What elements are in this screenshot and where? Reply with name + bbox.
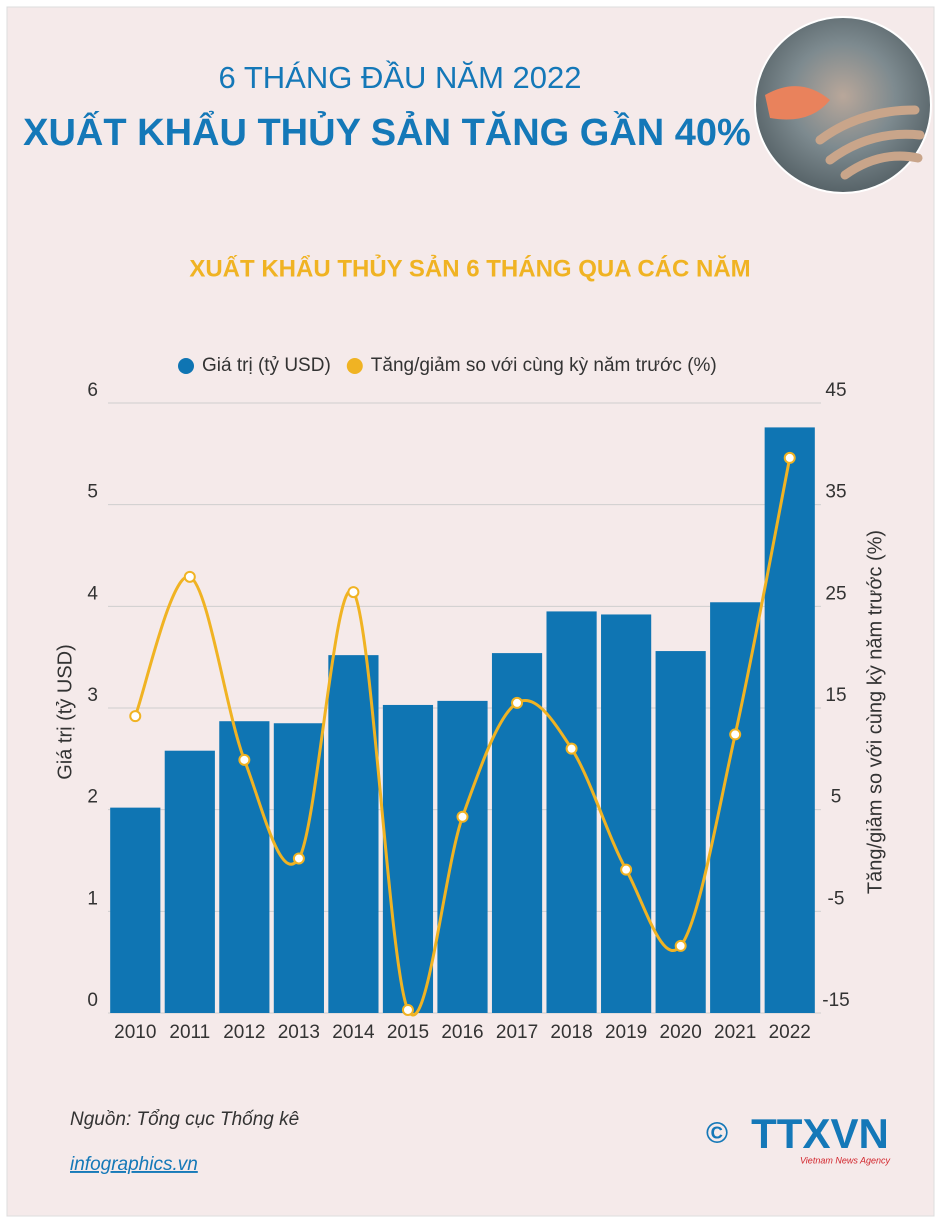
y2-tick-label: 25 xyxy=(825,583,846,604)
point xyxy=(674,939,687,952)
x-tick-label: 2018 xyxy=(550,1022,592,1043)
y-tick-label: 0 xyxy=(87,990,98,1011)
point xyxy=(729,728,742,741)
point xyxy=(565,742,578,755)
point xyxy=(129,710,142,723)
y2-tick-label: 45 xyxy=(825,380,846,401)
y-tick-label: 2 xyxy=(87,787,98,808)
bar xyxy=(219,721,270,1013)
point xyxy=(347,586,360,599)
point xyxy=(456,810,469,823)
bar xyxy=(437,700,488,1013)
x-tick-label: 2015 xyxy=(387,1022,429,1043)
point xyxy=(511,696,524,709)
legend-marker xyxy=(346,358,363,374)
x-tick-label: 2017 xyxy=(496,1022,538,1043)
bar xyxy=(710,602,761,1013)
point xyxy=(292,852,305,865)
y2-tick-label: -5 xyxy=(828,888,845,909)
y-tick-label: 4 xyxy=(87,583,98,604)
point xyxy=(401,1003,414,1016)
link[interactable]: infographics.vn xyxy=(70,1154,198,1175)
bar xyxy=(546,611,597,1013)
point xyxy=(183,570,196,583)
photo xyxy=(754,16,932,194)
y2-tick-label: 15 xyxy=(825,685,846,706)
point xyxy=(783,451,796,464)
x-tick-label: 2021 xyxy=(714,1022,756,1043)
bar xyxy=(764,427,815,1013)
y2-tick-label: 5 xyxy=(831,787,842,808)
y-tick-label: 3 xyxy=(87,685,98,706)
bar xyxy=(164,750,215,1013)
y-tick-label: 5 xyxy=(87,482,98,503)
x-tick-label: 2010 xyxy=(114,1022,156,1043)
x-tick-label: 2019 xyxy=(605,1022,647,1043)
x-tick-label: 2016 xyxy=(441,1022,483,1043)
source: Nguồn: Tổng cục Thống kê xyxy=(70,1109,299,1130)
bar xyxy=(382,704,434,1013)
y-tick-label: 6 xyxy=(87,380,98,401)
chart-title: XUẤT KHẨU THỦY SẢN 6 THÁNG QUA CÁC NĂM xyxy=(189,253,750,282)
x-tick-label: 2013 xyxy=(278,1022,320,1043)
x-tick-label: 2012 xyxy=(223,1022,265,1043)
x-tick-label: 2011 xyxy=(169,1022,210,1043)
legend-label: Tăng/giảm so với cùng kỳ năm trước (%) xyxy=(371,355,717,376)
bar xyxy=(655,651,706,1013)
y2-axis-label: Tăng/giảm so với cùng kỳ năm trước (%) xyxy=(864,530,886,894)
bar xyxy=(110,807,161,1013)
y2-tick-label: 35 xyxy=(825,482,846,503)
legend-label: Giá trị (tỷ USD) xyxy=(202,355,331,376)
agency: Vietnam News Agency xyxy=(800,1155,891,1165)
legend-marker xyxy=(178,358,194,374)
y-tick-label: 1 xyxy=(87,888,98,909)
logo: TTXVN xyxy=(751,1110,889,1157)
y2-tick-label: -15 xyxy=(822,990,849,1011)
bar xyxy=(491,653,543,1013)
point xyxy=(620,863,633,876)
bar xyxy=(601,614,652,1013)
copyright: © xyxy=(706,1117,728,1150)
x-tick-label: 2020 xyxy=(660,1022,702,1043)
heading-line2: XUẤT KHẨU THỦY SẢN TĂNG GẦN 40% xyxy=(23,109,751,154)
x-tick-label: 2014 xyxy=(332,1022,375,1043)
point xyxy=(238,753,251,766)
legend: Giá trị (tỷ USD) Tăng/giảm so với cùng kỳ… xyxy=(178,355,717,376)
heading-line1: 6 THÁNG ĐẦU NĂM 2022 xyxy=(219,60,582,95)
bar xyxy=(328,655,379,1013)
y-axis-label: Giá trị (tỷ USD) xyxy=(54,644,76,780)
x-tick-label: 2022 xyxy=(769,1022,811,1043)
